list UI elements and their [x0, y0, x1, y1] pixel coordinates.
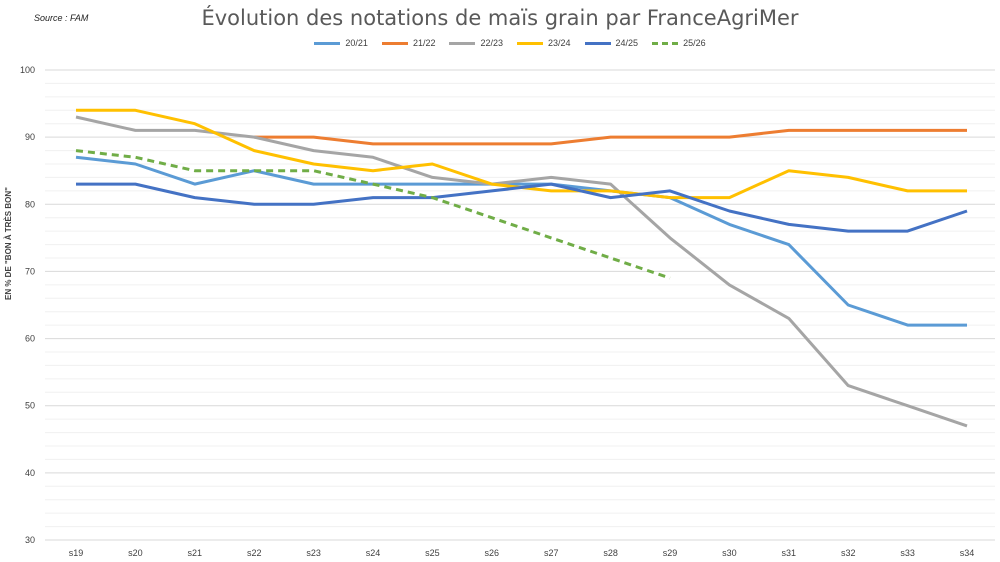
series-line-25-26 [75, 149, 671, 280]
legend-label: 21/22 [412, 38, 436, 48]
gridlines [45, 69, 995, 541]
legend-swatch [517, 41, 543, 45]
legend-item: 24/25 [584, 38, 639, 48]
legend-label: 25/26 [683, 38, 706, 48]
x-tick-label: s23 [306, 548, 321, 558]
x-tick-label: s22 [247, 548, 262, 558]
legend-item: 21/22 [381, 38, 436, 48]
series-line-22-23 [75, 115, 968, 428]
x-tick-label: s26 [485, 548, 500, 558]
x-tick-label: s31 [782, 548, 797, 558]
series-lines [75, 108, 968, 428]
legend-swatch [314, 41, 341, 45]
chart-title: Évolution des notations de maïs grain pa… [201, 6, 799, 30]
legend-item: 20/21 [314, 38, 368, 48]
x-tick-label: s27 [544, 548, 559, 558]
x-tick-label: s19 [69, 548, 84, 558]
series-line-20-21 [75, 155, 967, 327]
legend-item: 22/23 [449, 38, 503, 48]
legend-swatch [652, 41, 679, 45]
series-line-21-22 [254, 128, 967, 146]
x-tick-label: s30 [722, 548, 737, 558]
legend-label: 24/25 [615, 38, 639, 48]
legend-item: 23/24 [517, 38, 571, 48]
y-tick-label: 50 [25, 401, 35, 411]
y-axis-ticks: 30 40 50 60 70 80 90 100 [20, 65, 35, 545]
x-tick-label: s32 [841, 548, 856, 558]
y-tick-label: 40 [25, 468, 35, 478]
x-tick-label: s21 [188, 548, 203, 558]
legend-label: 23/24 [548, 38, 571, 48]
y-tick-label: 100 [20, 65, 35, 75]
series-line-24-25 [76, 182, 968, 233]
x-tick-label: s34 [960, 548, 975, 558]
legend-label: 20/21 [345, 38, 368, 48]
x-tick-label: s24 [366, 548, 381, 558]
x-axis-ticks: s19 s20 s21 s22 s23 s24 s25 s26 s27 s28 s29 s30 s31 s… [69, 548, 975, 558]
legend: 20/21 21/22 22/23 23/24 24/25 25/26 [0, 38, 1000, 48]
legend-swatch [584, 41, 611, 45]
y-axis-label: EN % DE "BON À TRÈS BON" [4, 187, 13, 300]
legend-swatch [381, 41, 408, 45]
x-tick-label: s28 [603, 548, 618, 558]
y-tick-label: 60 [25, 334, 35, 344]
y-tick-label: 90 [25, 132, 35, 142]
y-tick-label: 70 [25, 266, 35, 276]
y-tick-label: 80 [25, 199, 35, 209]
source-note: Source : FAM [34, 13, 89, 23]
y-tick-label: 30 [25, 535, 35, 545]
legend-item: 25/26 [652, 38, 706, 48]
legend-swatch [449, 41, 476, 45]
x-tick-label: s33 [900, 548, 915, 558]
legend-label: 22/23 [480, 38, 503, 48]
x-tick-label: s20 [128, 548, 143, 558]
x-tick-label: s25 [425, 548, 440, 558]
x-tick-label: s29 [663, 548, 678, 558]
